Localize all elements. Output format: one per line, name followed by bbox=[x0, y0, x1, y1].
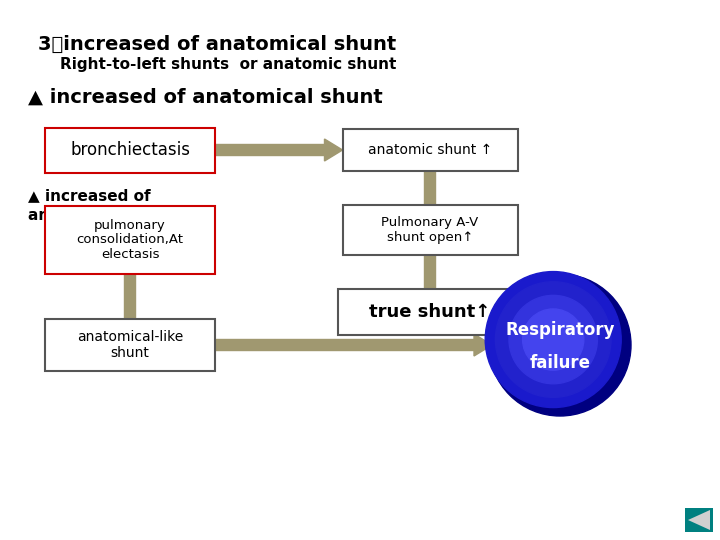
Bar bbox=[45, 206, 215, 274]
Circle shape bbox=[489, 274, 631, 416]
Bar bbox=[338, 289, 523, 335]
Text: 3）increased of anatomical shunt: 3）increased of anatomical shunt bbox=[38, 35, 396, 54]
Text: ▲ increased of anatomical shunt: ▲ increased of anatomical shunt bbox=[28, 88, 383, 107]
Bar bbox=[343, 129, 518, 171]
Text: bronchiectasis: bronchiectasis bbox=[70, 141, 190, 159]
Bar bbox=[45, 319, 215, 371]
Text: Respiratory: Respiratory bbox=[505, 321, 615, 339]
Text: Pulmonary A-V
shunt open↑: Pulmonary A-V shunt open↑ bbox=[382, 216, 479, 244]
Bar bbox=[45, 127, 215, 172]
FancyArrow shape bbox=[419, 255, 441, 307]
Text: Right-to-left shunts  or anatomic shunt: Right-to-left shunts or anatomic shunt bbox=[60, 57, 397, 72]
FancyArrow shape bbox=[119, 274, 141, 337]
Circle shape bbox=[485, 272, 621, 408]
Text: anatomical-like
shunt: anatomical-like shunt bbox=[77, 330, 183, 360]
Polygon shape bbox=[688, 510, 710, 530]
Text: failure: failure bbox=[529, 354, 590, 372]
Bar bbox=[685, 508, 713, 532]
FancyArrow shape bbox=[419, 171, 441, 223]
Circle shape bbox=[495, 282, 611, 397]
Text: pulmonary
consolidation,At
electasis: pulmonary consolidation,At electasis bbox=[76, 219, 184, 261]
Circle shape bbox=[523, 309, 584, 370]
FancyArrow shape bbox=[215, 139, 343, 161]
FancyArrow shape bbox=[215, 334, 492, 356]
Text: true shunt↑: true shunt↑ bbox=[369, 303, 491, 321]
Bar bbox=[343, 205, 518, 255]
Text: ▲ increased of
anatomical-like shunt: ▲ increased of anatomical-like shunt bbox=[28, 188, 214, 223]
Circle shape bbox=[509, 295, 598, 384]
Text: anatomic shunt ↑: anatomic shunt ↑ bbox=[368, 143, 492, 157]
